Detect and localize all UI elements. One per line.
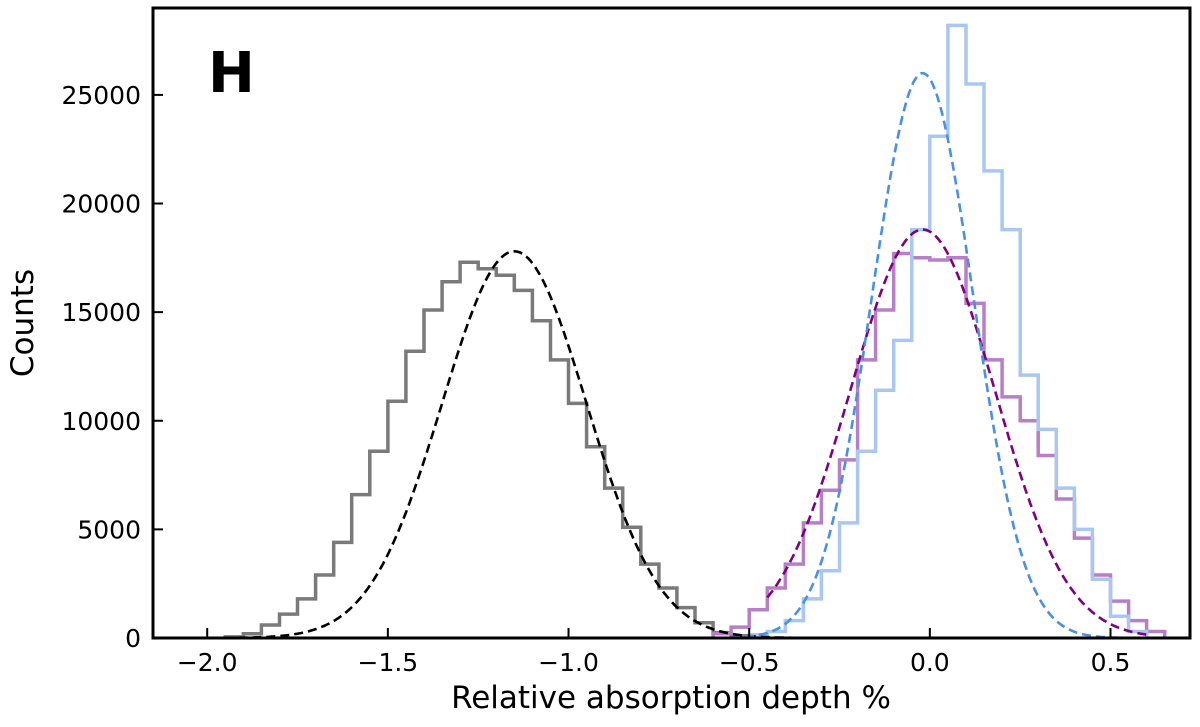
x-tick-label-4: 0.0	[910, 648, 950, 677]
plot-frame	[151, 6, 1192, 640]
y-tick-label-5: 25000	[61, 81, 141, 110]
x-axis-ticks: −2.0 −1.5 −1.0 −0.5 0.0 0.5	[177, 628, 1131, 677]
panel-label: H	[208, 41, 255, 106]
x-axis-title: Relative absorption depth %	[451, 680, 891, 716]
gaussian-fit-4	[766, 228, 1151, 637]
x-tick-label-0: −2.0	[177, 648, 238, 677]
gaussian-fit-3	[196, 249, 840, 640]
x-tick-label-5: 0.5	[1091, 648, 1131, 677]
plot-area	[196, 23, 1167, 640]
y-tick-label-0: 0	[125, 624, 141, 653]
x-tick-label-2: −1.0	[538, 648, 599, 677]
y-tick-label-3: 15000	[61, 298, 141, 327]
y-tick-label-2: 10000	[61, 407, 141, 436]
y-tick-label-1: 5000	[77, 515, 141, 544]
y-tick-label-4: 20000	[61, 190, 141, 219]
histogram-series-2	[747, 23, 1149, 638]
y-axis-title: Counts	[5, 269, 41, 377]
x-tick-label-3: −0.5	[719, 648, 780, 677]
histogram-series-0	[223, 260, 751, 639]
x-tick-label-1: −1.5	[358, 648, 419, 677]
gaussian-fit-5	[731, 71, 1129, 640]
y-axis-ticks: 0 5000 10000 15000 20000 25000	[61, 81, 163, 653]
